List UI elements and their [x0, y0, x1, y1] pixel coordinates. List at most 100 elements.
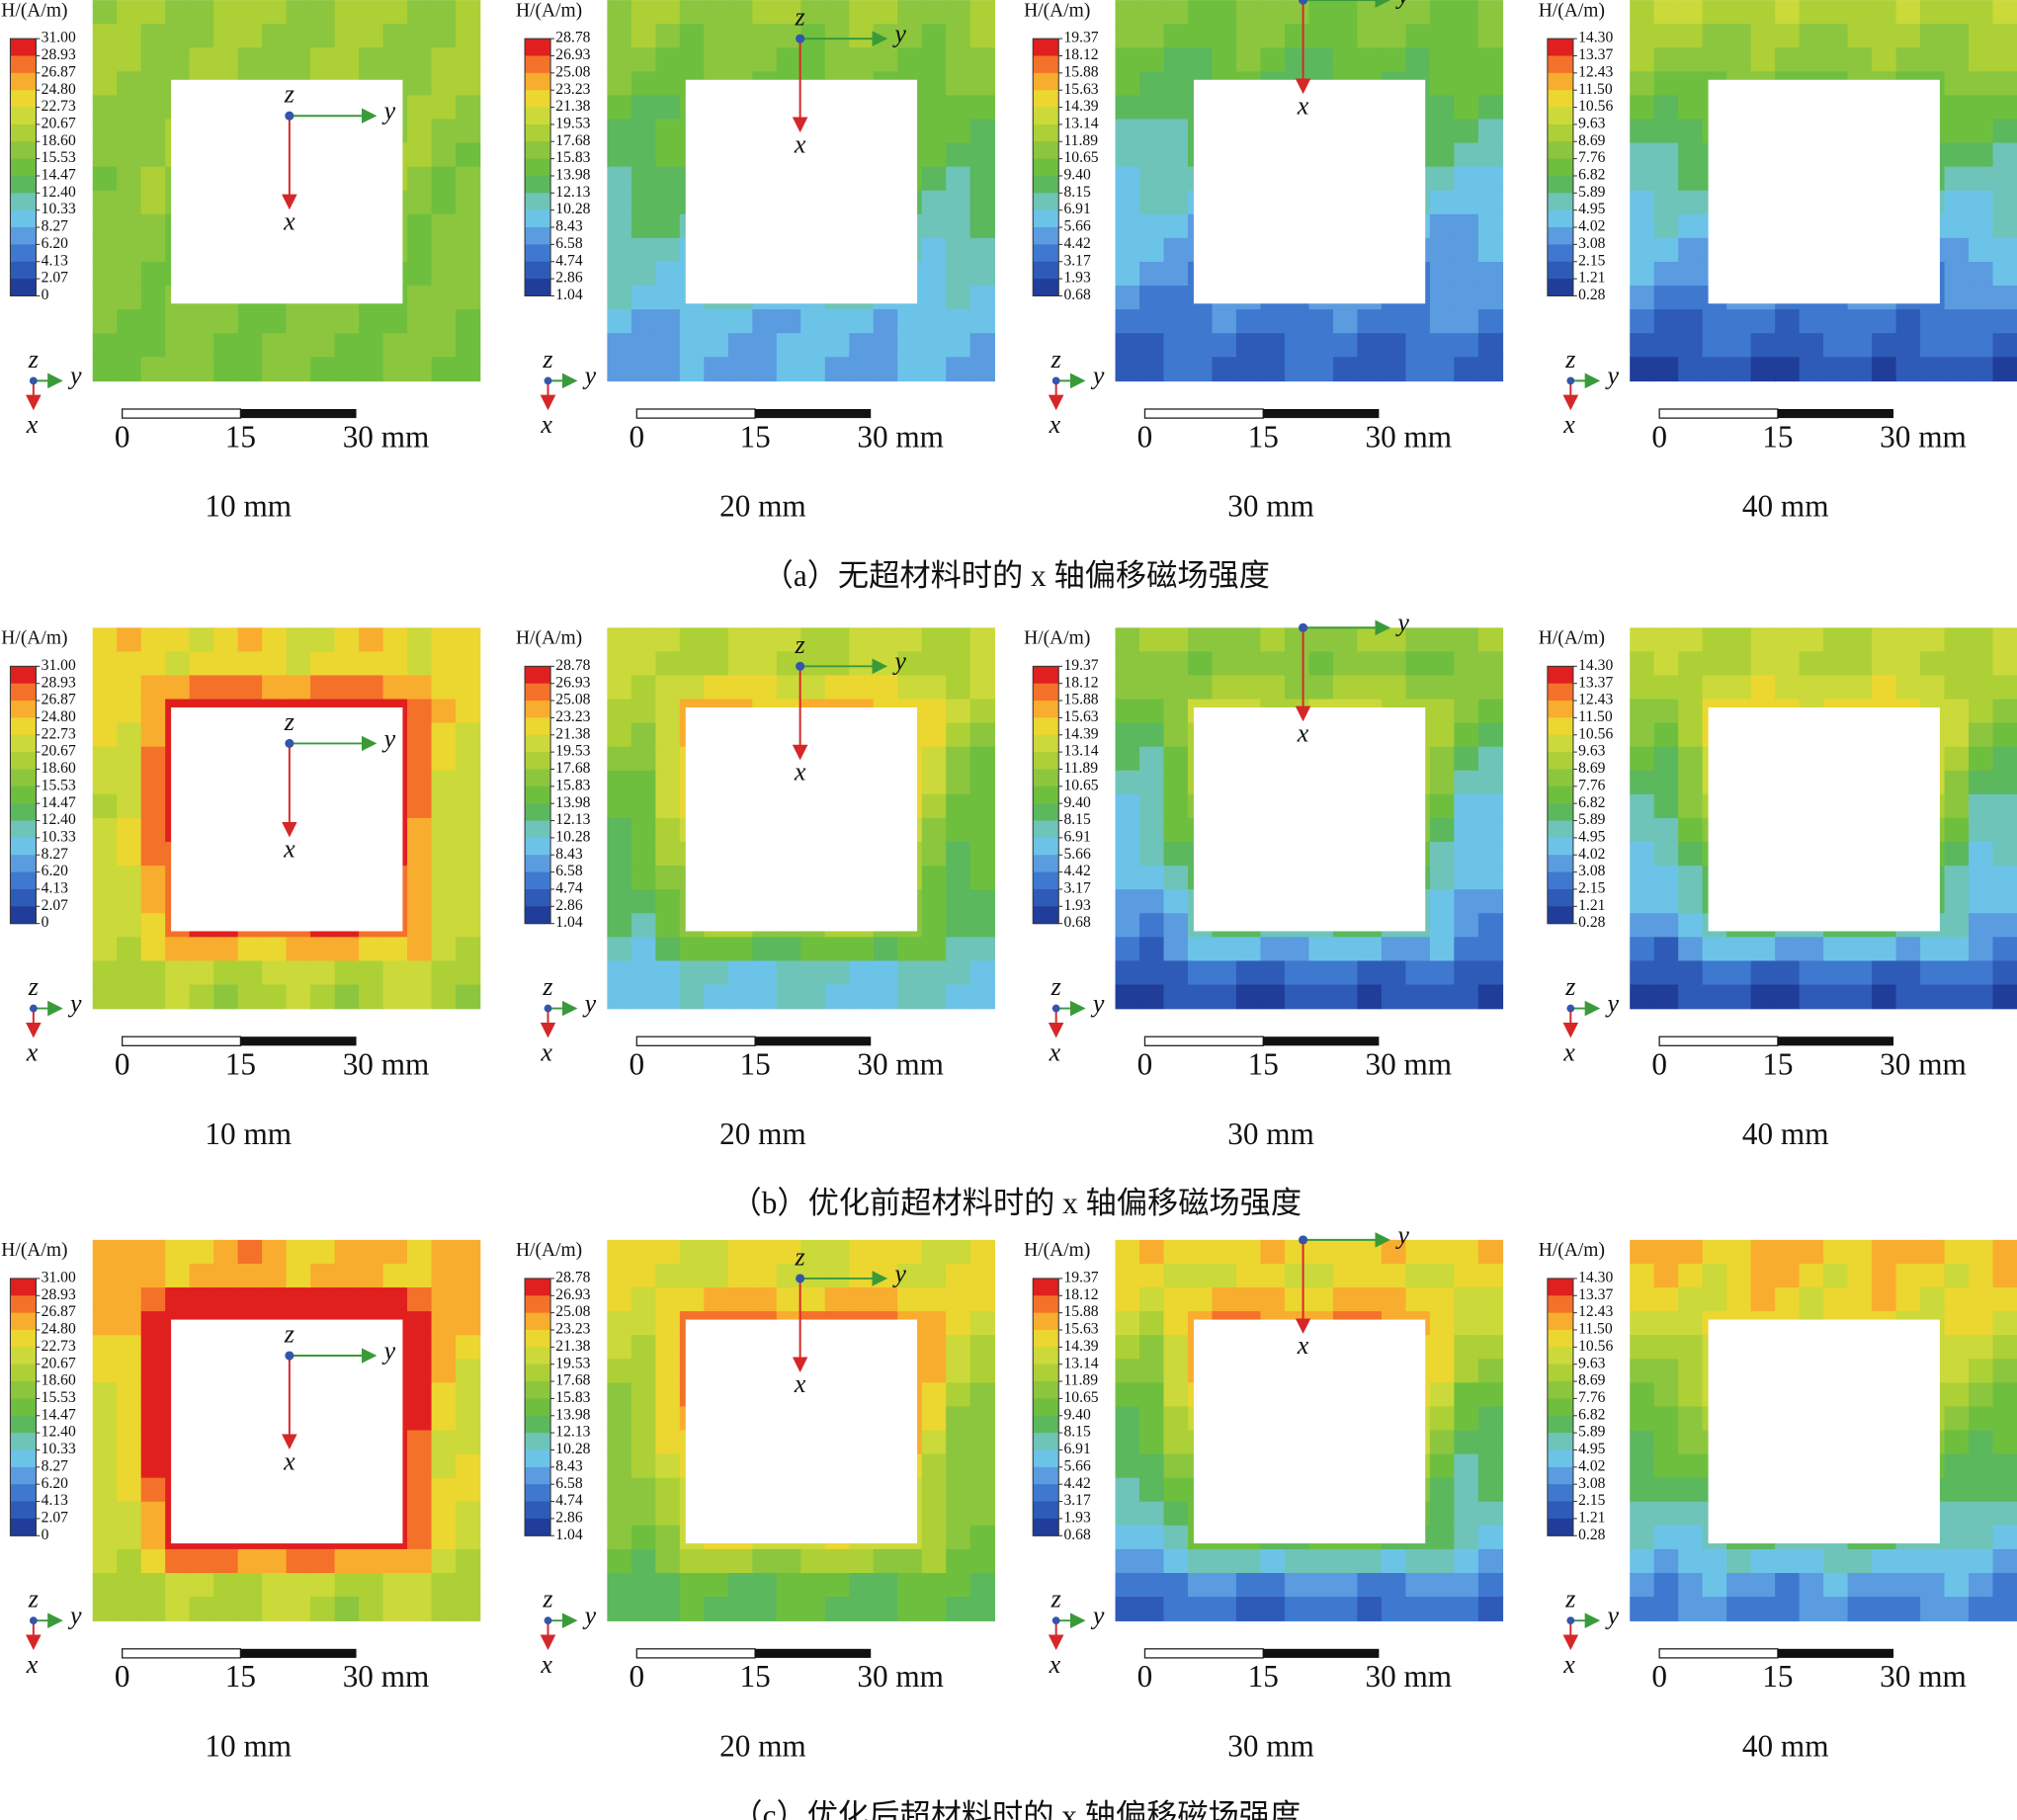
mini-origin [1566, 1004, 1575, 1013]
axis-letter: x [26, 410, 39, 439]
colorbar-label: 9.40 [1063, 794, 1091, 811]
field-cell [1653, 1501, 1679, 1527]
field-cell [921, 627, 947, 653]
field-cell [1823, 651, 1849, 677]
field-cell [456, 286, 481, 310]
field-cell [1678, 24, 1704, 49]
field-cell [1260, 24, 1286, 49]
field-cell [630, 309, 657, 334]
colorbar-label: 23.23 [555, 81, 590, 98]
field-cell [237, 24, 263, 49]
field-cell [213, 1597, 239, 1621]
field-cell [1944, 913, 1970, 939]
field-cell [431, 699, 457, 724]
axis-letter: x [794, 129, 806, 158]
field-cell [969, 237, 995, 263]
field-cell [407, 1430, 433, 1455]
colorbar-band [1033, 1518, 1059, 1536]
field-cell [1332, 0, 1359, 25]
field-cell [969, 889, 995, 915]
field-cell [189, 333, 214, 359]
field-cell [1212, 24, 1237, 49]
field-cell [1895, 984, 1921, 1010]
field-cell [1969, 842, 1994, 867]
field-cell [1678, 722, 1704, 748]
field-cell [286, 1597, 311, 1621]
field-cell [946, 333, 971, 359]
field-cell [1630, 71, 1655, 97]
colorbar-band [1033, 1295, 1059, 1314]
field-cell [1139, 889, 1165, 915]
field-cell [800, 984, 826, 1010]
axis-letter: x [26, 1037, 39, 1066]
field-cell [1992, 1311, 2017, 1336]
field-cell [655, 1406, 681, 1432]
field-cell [1992, 746, 2017, 772]
colorbar-label: 15.63 [1063, 1321, 1098, 1338]
field-cell [1944, 1311, 1970, 1336]
axis-origin [796, 1274, 805, 1283]
field-cell [431, 984, 457, 1010]
colorbar-label: 15.63 [1063, 708, 1098, 725]
field-cell [407, 1287, 433, 1312]
field-cell [1477, 1311, 1504, 1336]
field-cell [752, 1263, 778, 1288]
field-cell [1630, 1573, 1655, 1598]
field-cell [359, 309, 384, 334]
field-cell [704, 651, 729, 677]
field-cell [1992, 1525, 2017, 1550]
field-cell [286, 1263, 311, 1288]
field-cell [1823, 1287, 1849, 1312]
field-cell [752, 1548, 778, 1574]
field-cell [969, 1406, 995, 1432]
field-cell [407, 1548, 433, 1574]
field-cell [921, 190, 947, 215]
field-cell [140, 651, 166, 677]
field-cell [704, 333, 729, 359]
field-cell [607, 627, 632, 653]
field-cell [1163, 793, 1189, 819]
field-cell [1847, 1263, 1873, 1288]
field-cell [824, 960, 851, 986]
field-cell [1429, 842, 1456, 867]
colorbar-unit: H/(A/m) [1024, 627, 1090, 648]
field-cell [1653, 937, 1679, 962]
field-cell [1235, 627, 1262, 653]
field-cell [873, 357, 899, 382]
colorbar-unit: H/(A/m) [516, 0, 582, 21]
field-cell [969, 770, 995, 795]
colorbar-label: 2.07 [42, 897, 69, 914]
field-cell [921, 1287, 947, 1312]
field-cell [310, 357, 336, 382]
field-cell [431, 71, 457, 97]
field-cell [752, 1597, 778, 1621]
field-cell [630, 1311, 657, 1336]
field-cell [140, 1311, 166, 1336]
field-cell [1653, 984, 1679, 1010]
field-cell [140, 1239, 166, 1265]
field-cell [1332, 333, 1359, 359]
colorbar-band [525, 1347, 551, 1365]
colorbar-label: 4.95 [1578, 1441, 1606, 1457]
field-cell [1308, 675, 1334, 701]
field-cell [407, 261, 433, 287]
field-cell [1653, 309, 1679, 334]
field-cell [407, 1263, 433, 1288]
colorbar-label: 15.88 [1063, 63, 1098, 80]
field-cell [1726, 1263, 1752, 1288]
field-cell [140, 1501, 166, 1527]
colorbar-band [525, 158, 551, 177]
field-cell [1163, 913, 1189, 939]
field-cell [1139, 71, 1165, 97]
distance-label: 30 mm [1227, 1729, 1314, 1764]
field-cell [946, 1359, 971, 1384]
field-cell [1429, 237, 1456, 263]
field-cell [1477, 770, 1504, 795]
field-cell [1381, 937, 1407, 962]
field-cell [1944, 866, 1970, 890]
field-cell [1799, 675, 1824, 701]
field-cell [897, 984, 923, 1010]
field-cell [630, 746, 657, 772]
colorbar-label: 4.74 [555, 252, 583, 269]
field-cell [117, 1359, 142, 1384]
